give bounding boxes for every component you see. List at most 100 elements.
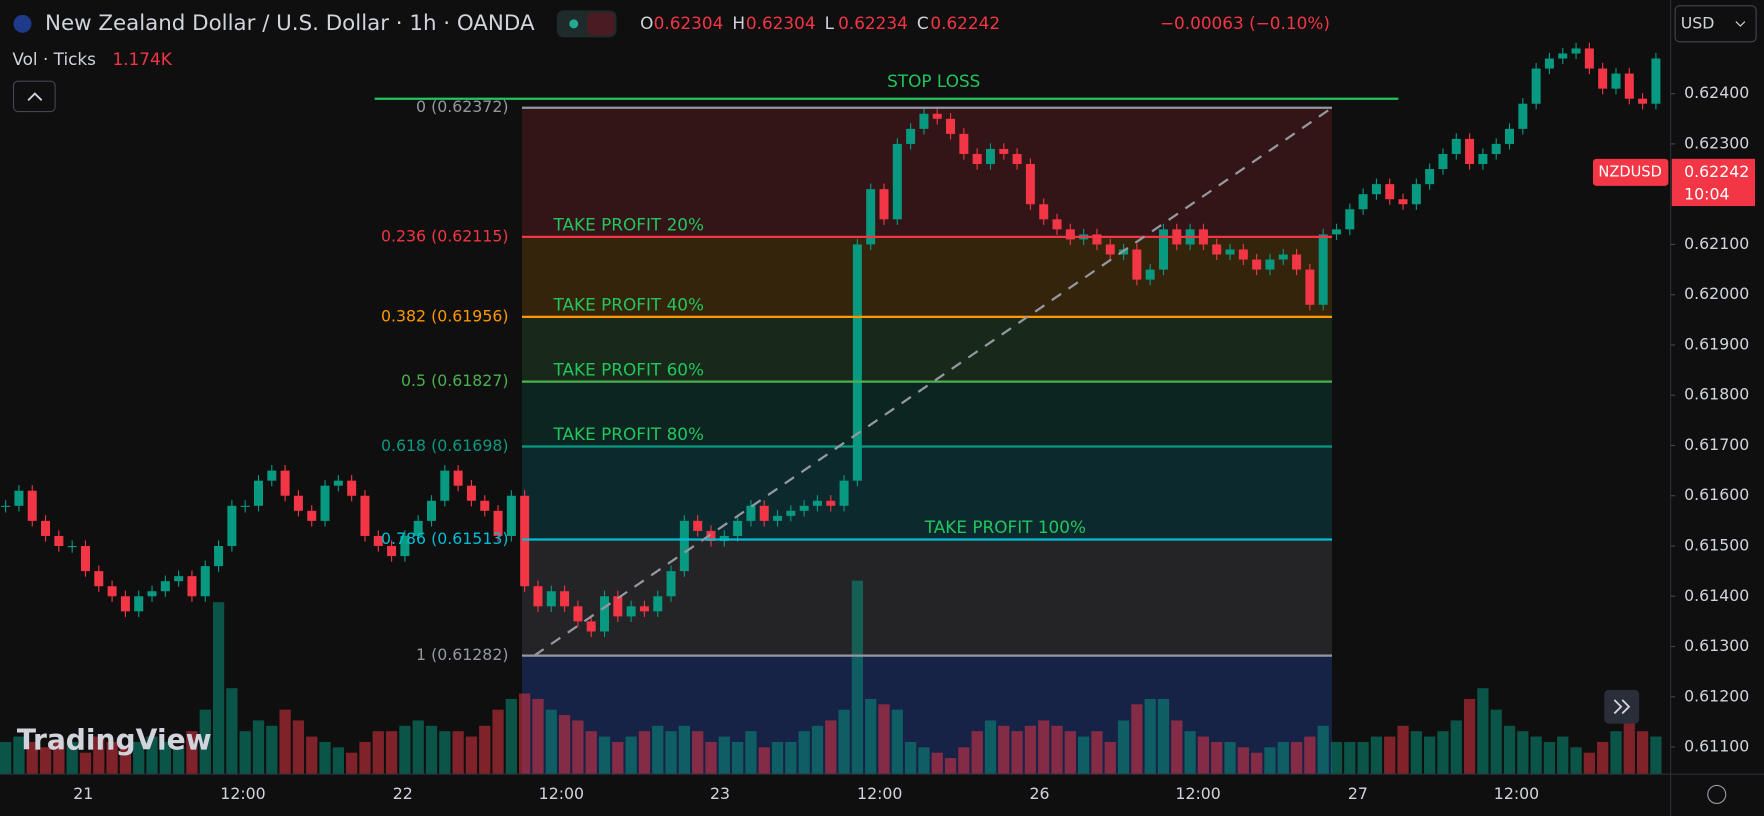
- candle: [1265, 259, 1275, 270]
- candle: [1544, 58, 1554, 69]
- candle: [759, 505, 769, 521]
- volume-bar: [891, 709, 903, 775]
- candle: [347, 480, 357, 496]
- candle: [1624, 73, 1634, 99]
- volume-bar: [1517, 731, 1529, 775]
- candle: [1478, 153, 1488, 165]
- volume-bar: [1650, 736, 1662, 775]
- candle: [480, 500, 490, 511]
- take-profit: TAKE PROFIT 60%: [553, 359, 705, 379]
- candle: [653, 596, 663, 612]
- candle: [107, 586, 117, 597]
- volume-bar: [1623, 715, 1635, 775]
- volume-bar: [532, 698, 544, 775]
- candle: [1132, 249, 1142, 280]
- candle: [1558, 53, 1568, 59]
- volume-bar: [1597, 741, 1609, 775]
- volume-bar: [266, 725, 278, 775]
- fib-band: [522, 316, 1332, 382]
- candle: [373, 535, 383, 547]
- candle: [1092, 234, 1102, 245]
- x-tick-label: 26: [1029, 784, 1049, 803]
- candle: [41, 520, 51, 536]
- volume-bar: [465, 736, 478, 775]
- candle: [773, 515, 783, 521]
- candle: [1025, 164, 1035, 205]
- volume-bar: [811, 725, 824, 775]
- y-tick-label: 0.61800: [1684, 385, 1749, 404]
- volume-bar: [1251, 752, 1263, 775]
- volume-bar: [146, 736, 158, 775]
- candle: [1238, 249, 1248, 260]
- x-tick-label: 21: [73, 784, 93, 803]
- volume-bar: [359, 741, 371, 775]
- y-tick-label: 0.62100: [1684, 234, 1749, 253]
- collapse-button[interactable]: [12, 80, 56, 113]
- countdown: 10:04: [1684, 184, 1729, 203]
- candle: [999, 148, 1009, 154]
- volume-bar: [838, 709, 850, 775]
- candle: [706, 530, 716, 541]
- volume-bar: [239, 731, 251, 775]
- volume-bar: [692, 731, 704, 775]
- candle: [1411, 184, 1421, 205]
- x-tick-label: 27: [1348, 784, 1368, 803]
- volume-bar: [279, 709, 291, 775]
- candle: [1505, 128, 1515, 144]
- volume-bar: [66, 741, 78, 775]
- volume-bar: [1463, 698, 1476, 775]
- candle: [214, 546, 224, 567]
- ohlc-key: H: [732, 13, 745, 33]
- status-icon: [587, 12, 615, 36]
- volume-bar: [106, 741, 118, 775]
- candle: [1305, 269, 1315, 305]
- volume-bar: [13, 736, 25, 775]
- fib-label: 0.382 (0.61956): [381, 306, 509, 325]
- candle: [1465, 138, 1475, 165]
- y-tick-label: 0.61900: [1684, 334, 1749, 353]
- volume-bar: [758, 747, 770, 775]
- candle: [932, 113, 942, 119]
- candle: [267, 470, 277, 481]
- candle: [120, 596, 130, 612]
- fib-label: 0.5 (0.61827): [401, 371, 508, 390]
- candle: [826, 500, 836, 506]
- fib-label: 0.786 (0.61513): [381, 529, 509, 548]
- volume-bar: [1264, 747, 1276, 775]
- candle: [1385, 184, 1395, 200]
- volume-bar: [1570, 747, 1582, 775]
- candle: [147, 591, 157, 597]
- volume-bar: [1384, 736, 1396, 775]
- candle: [160, 581, 170, 592]
- candle: [919, 113, 929, 129]
- volume-bar: [1557, 736, 1569, 775]
- candle: [613, 596, 623, 617]
- candle: [360, 495, 370, 536]
- candle: [14, 490, 24, 506]
- volume-bar: [519, 693, 531, 775]
- candle: [134, 596, 144, 612]
- candle: [1278, 254, 1288, 260]
- volume-bar: [159, 741, 171, 775]
- volume-bar: [252, 720, 265, 775]
- volume-bar: [1543, 741, 1556, 775]
- settings-icon[interactable]: [1707, 784, 1727, 804]
- candle: [799, 505, 809, 511]
- volume-bar: [984, 720, 997, 775]
- candle: [440, 470, 450, 501]
- volume-bar: [173, 747, 185, 775]
- fib-band: [522, 381, 1332, 447]
- currency-button[interactable]: [1674, 5, 1757, 43]
- candle: [1491, 143, 1501, 154]
- candle: [1398, 199, 1408, 205]
- volume-bar: [998, 725, 1010, 775]
- candle: [1318, 234, 1328, 305]
- volume-bar: [425, 725, 438, 775]
- volume-bar: [1304, 736, 1316, 775]
- candle: [320, 485, 330, 521]
- y-tick-label: 0.62300: [1684, 133, 1749, 152]
- volume-bar: [1437, 731, 1449, 775]
- candle: [1, 505, 11, 507]
